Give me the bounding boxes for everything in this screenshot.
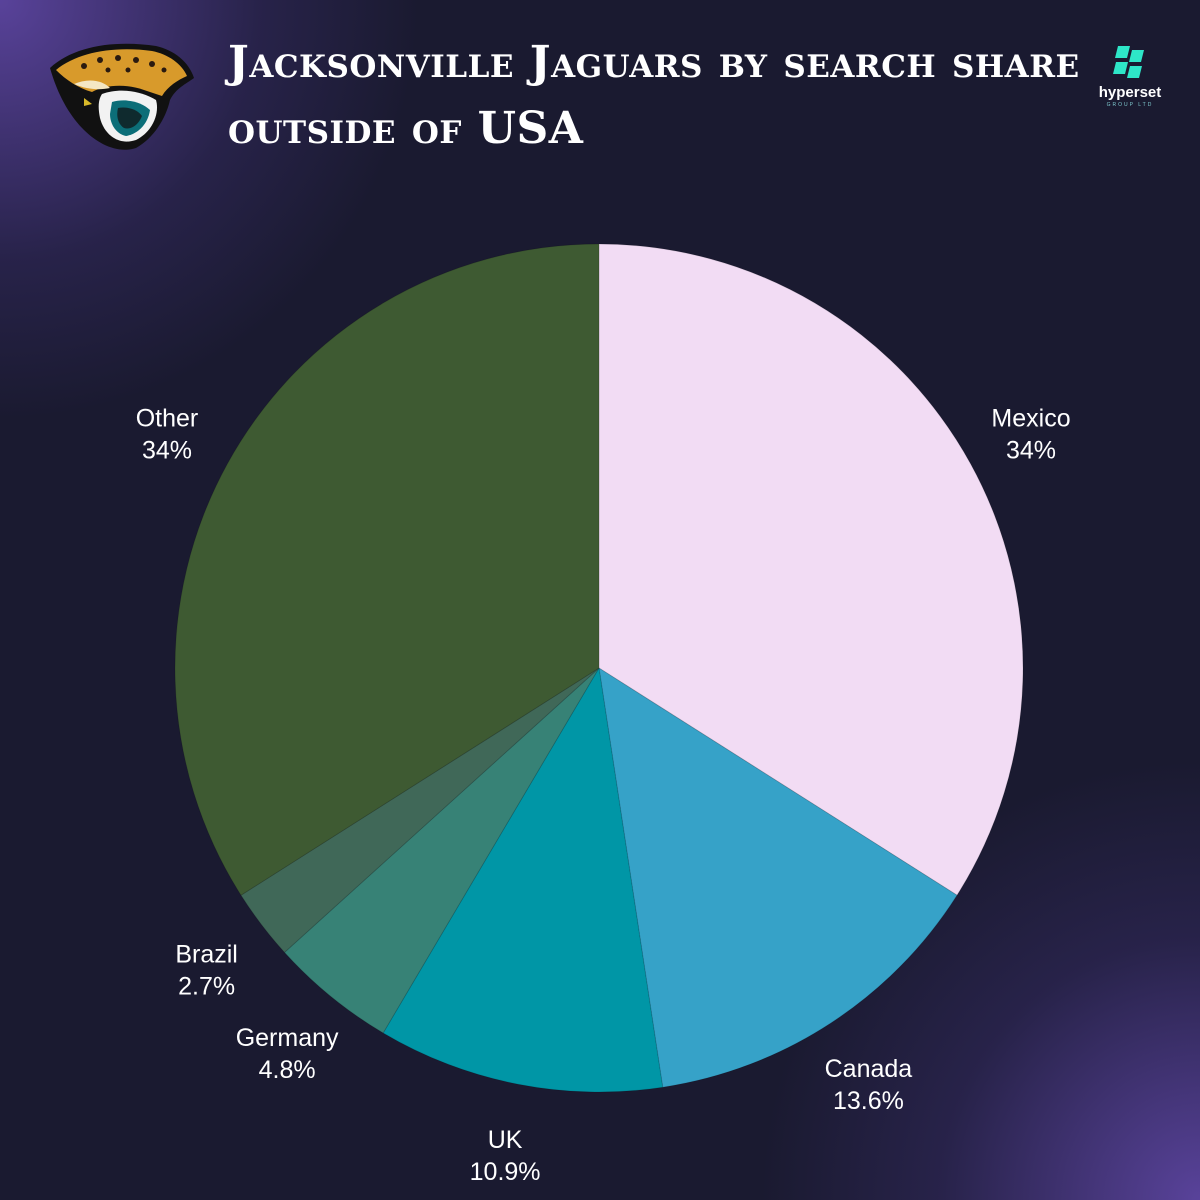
slice-label-value: 2.7% [178,973,235,1001]
slice-label-uk: UK 10.9% [470,1126,541,1186]
brand-subtitle: GROUP LTD [1106,102,1154,108]
slice-label-value: 10.9% [470,1158,541,1186]
slice-label-name: Germany [236,1024,339,1052]
pie-slice-uk [382,666,664,1093]
chart-title: Jacksonville Jaguars by search share out… [228,37,1080,154]
brand-name: hyperset [1098,84,1162,101]
pie-slice-germany [283,667,600,1034]
slice-label-value: 13.6% [833,1087,904,1115]
pie-slice-mexico [598,243,1024,896]
pie-slice-canada [598,666,958,1088]
pie-labels: Mexico 34% Canada 13.6% UK 10.9% Germany 4.8% Br… [136,405,1071,1187]
slice-label-name: Brazil [175,941,238,969]
slice-label-value: 34% [1006,437,1056,465]
slice-label-germany: Germany 4.8% [236,1024,339,1084]
slice-label-name: Canada [825,1055,913,1083]
slice-label-name: Other [136,405,199,433]
slice-label-name: Mexico [991,405,1070,433]
slice-label-brazil: Brazil 2.7% [175,941,238,1001]
slice-label-mexico: Mexico 34% [991,405,1070,465]
pie-slices [174,243,1024,1093]
slice-label-value: 34% [142,437,192,465]
slice-label-other: Other 34% [136,405,199,465]
hyperset-logo-icon [1113,46,1144,78]
brand-logo: hyperset GROUP LTD [1090,44,1170,120]
pie-slice-other [174,243,600,896]
jaguar-head-icon [50,43,194,150]
slice-label-canada: Canada 13.6% [825,1055,913,1115]
slice-label-value: 4.8% [259,1056,316,1084]
slice-label-name: UK [488,1126,523,1154]
pie-slice-brazil [240,667,600,954]
